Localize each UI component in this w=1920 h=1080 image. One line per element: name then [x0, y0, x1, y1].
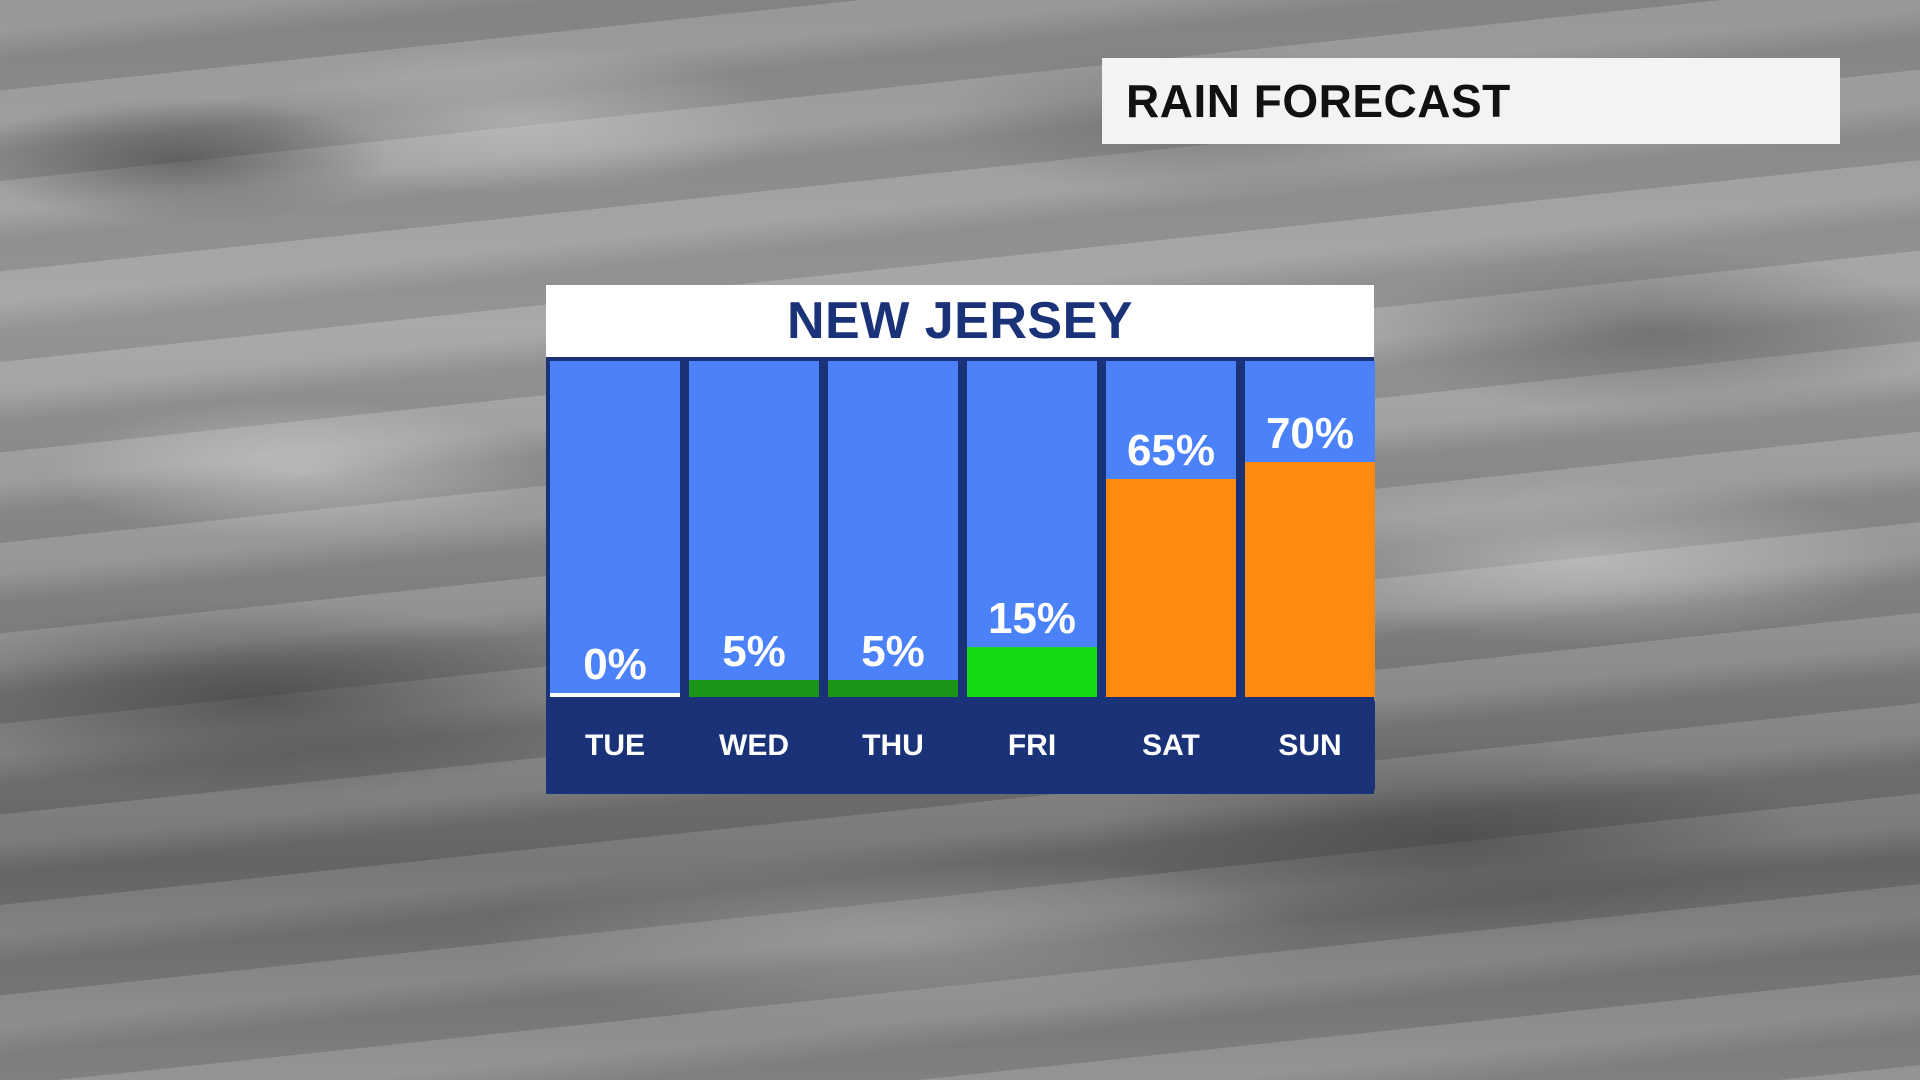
value-label-wed: 5%: [722, 627, 786, 676]
day-column-tue: 0% TUE: [550, 361, 680, 790]
value-label-sun: 70%: [1265, 409, 1355, 458]
day-column-sun: 70% SUN: [1245, 361, 1375, 790]
bar-tue: [550, 693, 680, 697]
chart-area: 0% TUE 5% WED 5% THU 15% FRI 65% SAT 70% SUN: [546, 357, 1375, 794]
day-label-thu: THU: [828, 701, 958, 790]
bar-thu: [828, 680, 958, 697]
column-background: 5%: [689, 361, 819, 697]
value-label-fri: 15%: [987, 594, 1077, 643]
day-column-sat: 65% SAT: [1106, 361, 1236, 790]
day-column-wed: 5% WED: [689, 361, 819, 790]
day-label-fri: FRI: [967, 701, 1097, 790]
column-background: 15%: [967, 361, 1097, 697]
day-label-wed: WED: [689, 701, 819, 790]
panel-title-bar: NEW JERSEY: [546, 285, 1374, 357]
day-column-fri: 15% FRI: [967, 361, 1097, 790]
column-background: 65%: [1106, 361, 1236, 697]
value-label-sat: 65%: [1126, 426, 1216, 475]
day-column-thu: 5% THU: [828, 361, 958, 790]
headline-text: RAIN FORECAST: [1126, 75, 1511, 127]
day-label-tue: TUE: [550, 701, 680, 790]
day-label-sun: SUN: [1245, 701, 1375, 790]
bar-fri: [967, 647, 1097, 697]
column-background: 0%: [550, 361, 680, 697]
value-label-tue: 0%: [583, 640, 647, 689]
column-background: 70%: [1245, 361, 1375, 697]
value-label-thu: 5%: [861, 627, 925, 676]
day-label-sat: SAT: [1106, 701, 1236, 790]
bar-sun: [1245, 462, 1375, 697]
bar-sat: [1106, 479, 1236, 697]
headline-box: RAIN FORECAST: [1102, 58, 1840, 144]
panel-title: NEW JERSEY: [787, 292, 1133, 350]
bar-wed: [689, 680, 819, 697]
forecast-panel: NEW JERSEY 0% TUE 5% WED 5% THU 15% FRI 65% SAT 70…: [546, 285, 1375, 794]
column-background: 5%: [828, 361, 958, 697]
